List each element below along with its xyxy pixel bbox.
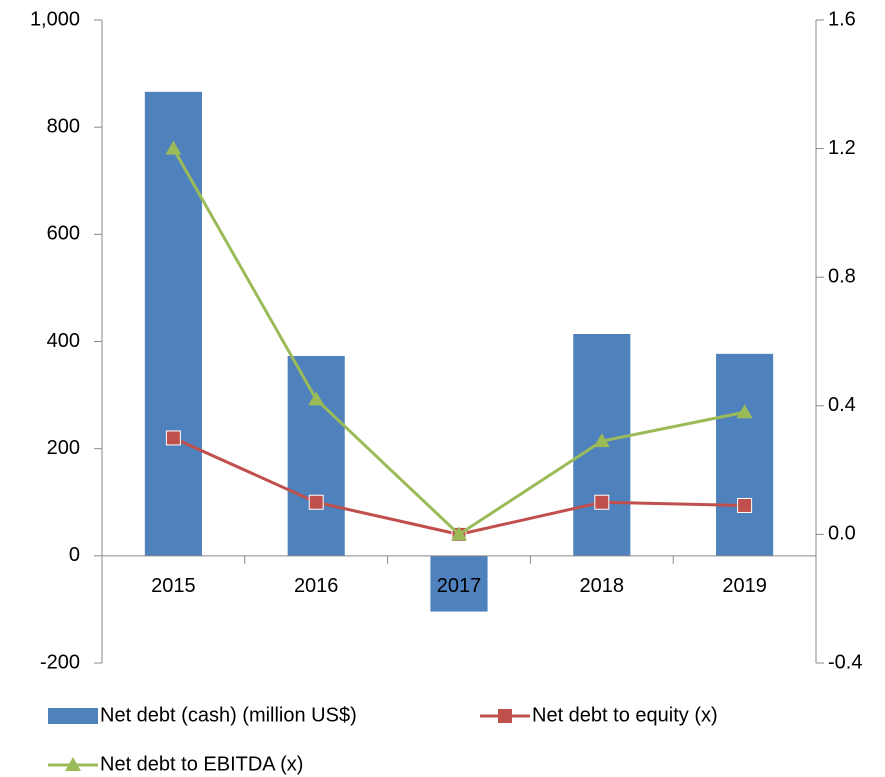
point (165, 140, 182, 155)
y-tick-label: 400 (47, 330, 80, 352)
legend-label: Net debt to EBITDA (x) (100, 753, 303, 775)
point (451, 526, 467, 541)
y2-tick-label: 1.6 (828, 8, 856, 30)
bar (287, 355, 345, 556)
x-tick-label: 2015 (151, 575, 196, 597)
y-tick-label: 800 (47, 115, 80, 137)
legend-swatch (48, 708, 98, 724)
y2-tick-label: 0.8 (828, 265, 856, 287)
bar (716, 353, 774, 556)
bar (430, 555, 488, 612)
x-tick-label: 2016 (294, 575, 339, 597)
x-tick-label: 2018 (580, 575, 625, 597)
y2-tick-label: -0.4 (828, 651, 862, 673)
point (594, 494, 610, 510)
y-tick-label: 600 (47, 223, 80, 245)
legend-marker (498, 709, 512, 723)
point (308, 494, 324, 510)
x-tick-label: 2019 (722, 575, 767, 597)
y-tick-label: 0 (69, 544, 80, 566)
legend-label: Net debt (cash) (million US$) (100, 704, 357, 726)
point (593, 433, 610, 448)
y2-tick-label: 0.0 (828, 523, 856, 545)
y-tick-label: 200 (47, 437, 80, 459)
y-tick-label: -200 (40, 651, 80, 673)
y-tick-label: 1,000 (30, 8, 80, 30)
point (165, 430, 181, 446)
point (737, 497, 753, 513)
bar (144, 91, 202, 556)
legend-marker (65, 757, 81, 771)
x-tick-label: 2017 (437, 575, 482, 597)
point (308, 391, 325, 406)
y2-tick-label: 0.4 (828, 394, 856, 416)
point (736, 404, 753, 419)
line (172, 436, 745, 536)
y2-tick-label: 1.2 (828, 137, 856, 159)
legend-label: Net debt to equity (x) (532, 704, 718, 726)
